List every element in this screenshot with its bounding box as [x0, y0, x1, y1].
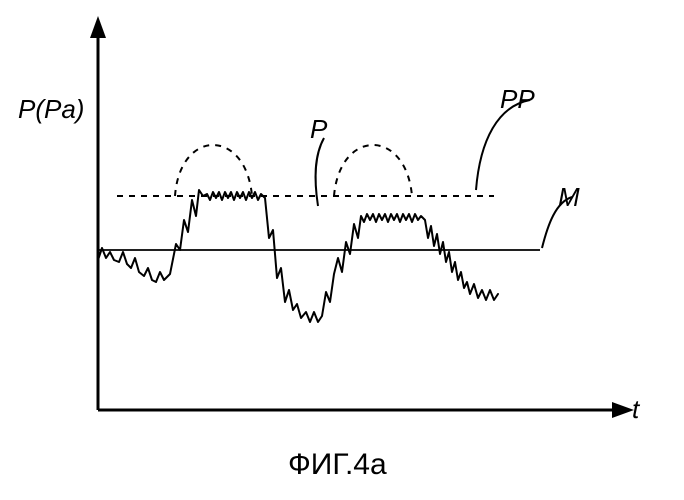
pp-label: PP: [500, 84, 535, 115]
pp-arc-2: [334, 145, 412, 196]
chart-svg: [0, 0, 684, 500]
axes: [98, 30, 620, 410]
p-label: P: [310, 114, 327, 145]
figure-container: P(Pa) t PP P M ФИГ.4a: [0, 0, 684, 500]
figure-caption: ФИГ.4a: [288, 448, 387, 482]
pp-arc-1: [175, 145, 252, 196]
x-axis-label: t: [632, 394, 639, 425]
y-axis-label: P(Pa): [18, 94, 84, 125]
p-curve: [98, 190, 498, 322]
m-label: M: [558, 182, 580, 213]
y-axis-arrow: [90, 16, 106, 38]
x-axis-arrow: [612, 402, 634, 418]
